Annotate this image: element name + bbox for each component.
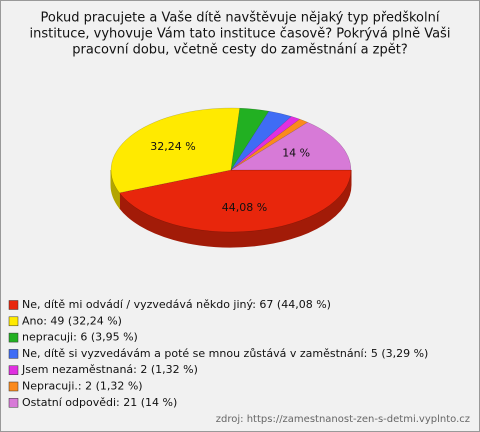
slice — [119, 169, 352, 233]
legend-label: Ostatní odpovědi: 21 (14 %) — [22, 396, 177, 409]
legend-swatch — [8, 300, 19, 310]
data-label: 32,24 % — [150, 140, 195, 153]
data-label: 14 % — [282, 147, 310, 160]
legend-swatch — [8, 381, 19, 392]
slice — [230, 116, 301, 171]
source: zdroj: https://zamestnanost-zen-s-detmi.… — [216, 414, 470, 425]
legend-label: Ne, dítě mi odvádí / vyzvedává někdo jin… — [22, 298, 331, 311]
slice — [230, 110, 292, 171]
chart-title: Pokud pracujete a Vaše dítě navštěvuje n… — [41, 11, 440, 26]
slice — [230, 118, 309, 171]
slice — [230, 107, 270, 171]
legend-label: Nepracuji.: 2 (1,32 %) — [22, 380, 143, 393]
slice — [230, 122, 352, 171]
legend-swatch — [8, 332, 19, 343]
legend-swatch — [8, 365, 19, 375]
chart-title: pracovní dobu, včetně cesty do zaměstnán… — [72, 43, 407, 58]
slice — [110, 107, 241, 194]
legend-label: Jsem nezaměstnaná: 2 (1,32 %) — [21, 363, 198, 376]
legend-label: Ano: 49 (32,24 %) — [22, 314, 122, 327]
legend-swatch — [8, 349, 19, 359]
chart-title: instituce, vyhovuje Vám tato instituce č… — [30, 27, 451, 42]
legend-swatch — [8, 398, 19, 408]
legend-label: nepracuji: 6 (3,95 %) — [22, 331, 138, 344]
legend-label: Ne, dítě si vyzvedávám a poté se mnou zů… — [22, 347, 428, 360]
legend-swatch — [8, 316, 19, 327]
data-label: 44,08 % — [222, 201, 267, 214]
